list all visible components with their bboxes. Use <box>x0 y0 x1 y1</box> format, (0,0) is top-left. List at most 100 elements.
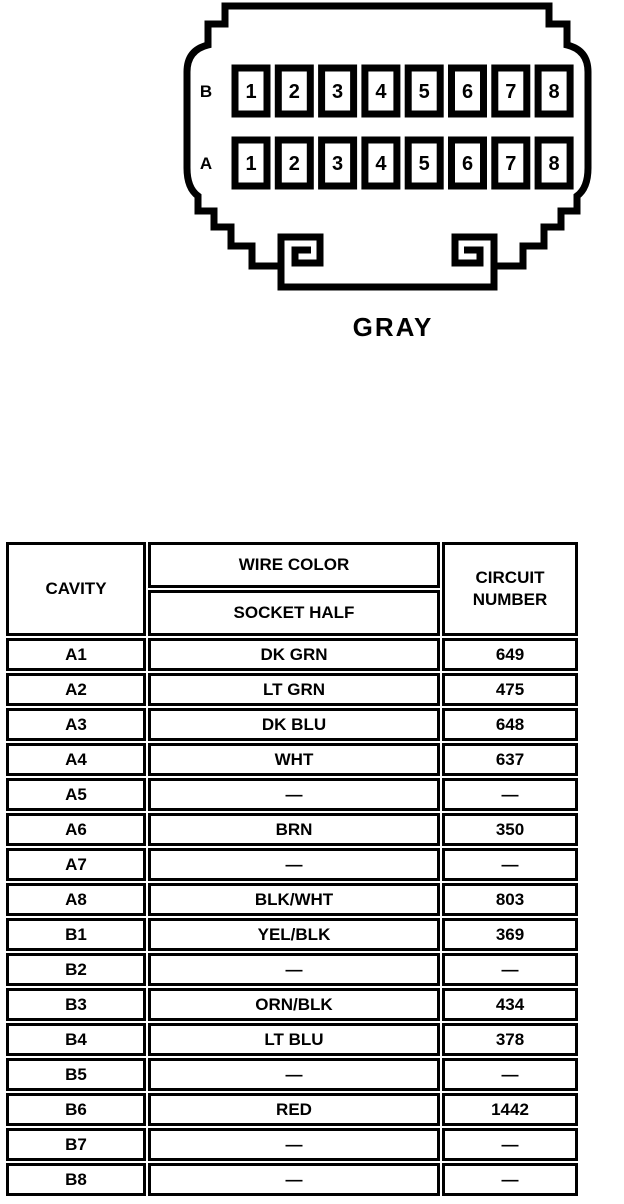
wire-color-cell: BRN <box>148 813 440 846</box>
pin-box <box>534 136 574 190</box>
circuit-number-cell: 378 <box>442 1023 578 1056</box>
pin-number: 2 <box>289 81 300 103</box>
circuit-number-cell: 369 <box>442 918 578 951</box>
table-row: A7— — <box>6 848 578 881</box>
wire-color-cell: WHT <box>148 743 440 776</box>
pin-row-label: A <box>200 154 212 173</box>
table-row: B3 ORN/BLK 434 <box>6 988 578 1021</box>
wire-color-cell: RED <box>148 1093 440 1126</box>
pin-box <box>318 136 358 190</box>
wire-color-cell: — <box>148 1163 440 1196</box>
table-row: B5— — <box>6 1058 578 1091</box>
table-row: B7— — <box>6 1128 578 1161</box>
pin-box <box>534 64 574 118</box>
pin-number: 6 <box>462 81 473 103</box>
pin-number: 7 <box>505 81 516 103</box>
table-row: B8— — <box>6 1163 578 1196</box>
circuit-number-cell: 350 <box>442 813 578 846</box>
wire-color-cell: LT GRN <box>148 673 440 706</box>
pin-box <box>231 136 271 190</box>
pin-number: 8 <box>549 153 560 175</box>
table-row: A5— — <box>6 778 578 811</box>
cavity-cell: B4 <box>6 1023 146 1056</box>
pin-box <box>491 64 531 118</box>
header-socket-half: SOCKET HALF <box>148 590 440 636</box>
pin-number: 4 <box>375 153 387 175</box>
connector-outline <box>183 2 592 291</box>
pin-box <box>361 64 401 118</box>
pin-number: 3 <box>332 81 343 103</box>
circuit-number-cell: 1442 <box>442 1093 578 1126</box>
pin-box <box>448 64 487 118</box>
pin-box <box>274 64 314 118</box>
pinout-table-body: A1 DK GRN 649 A2 LT GRN 475 A3 DK BLU 648 A4 WHT 63… <box>6 638 578 1196</box>
pin-box <box>404 64 444 118</box>
table-row: B2— — <box>6 953 578 986</box>
pin-box <box>231 64 271 118</box>
cavity-cell: A6 <box>6 813 146 846</box>
circuit-number-cell: — <box>442 778 578 811</box>
wire-color-cell: BLK/WHT <box>148 883 440 916</box>
wire-color-cell: — <box>148 953 440 986</box>
cavity-cell: A5 <box>6 778 146 811</box>
pin-grid: B 1 2 3 4 5 6 7 8 A 1 2 3 4 5 6 7 8 <box>200 64 574 190</box>
circuit-number-cell: 803 <box>442 883 578 916</box>
table-row: A8 BLK/WHT 803 <box>6 883 578 916</box>
cavity-cell: B3 <box>6 988 146 1021</box>
pinout-table: CAVITY WIRE COLOR CIRCUIT NUMBER SOCKET … <box>4 540 580 1198</box>
pin-box <box>448 136 487 190</box>
wire-color-cell: YEL/BLK <box>148 918 440 951</box>
circuit-number-cell: 648 <box>442 708 578 741</box>
circuit-number-cell: — <box>442 953 578 986</box>
table-row: B6 RED 1442 <box>6 1093 578 1126</box>
cavity-cell: A4 <box>6 743 146 776</box>
cavity-cell: A2 <box>6 673 146 706</box>
wire-color-cell: LT BLU <box>148 1023 440 1056</box>
table-row: A4 WHT 637 <box>6 743 578 776</box>
pin-number: 8 <box>549 81 560 103</box>
table-row: B4 LT BLU 378 <box>6 1023 578 1056</box>
pin-box <box>404 136 444 190</box>
wire-color-cell: ORN/BLK <box>148 988 440 1021</box>
wire-color-cell: — <box>148 1128 440 1161</box>
table-row: A1 DK GRN 649 <box>6 638 578 671</box>
pin-box <box>274 136 314 190</box>
pin-number: 5 <box>419 153 430 175</box>
wire-color-cell: — <box>148 1058 440 1091</box>
circuit-number-cell: — <box>442 848 578 881</box>
header-circuit-number: CIRCUIT NUMBER <box>442 542 578 636</box>
pin-box <box>491 136 531 190</box>
circuit-number-cell: — <box>442 1058 578 1091</box>
cavity-cell: B8 <box>6 1163 146 1196</box>
table-row: B1 YEL/BLK 369 <box>6 918 578 951</box>
header-wire-color: WIRE COLOR <box>148 542 440 588</box>
pin-number: 1 <box>245 81 256 103</box>
wire-color-cell: — <box>148 778 440 811</box>
connector-latch-right-icon <box>451 233 498 267</box>
cavity-cell: B1 <box>6 918 146 951</box>
circuit-number-cell: 475 <box>442 673 578 706</box>
header-cavity: CAVITY <box>6 542 146 636</box>
pin-number: 1 <box>245 153 256 175</box>
cavity-cell: B7 <box>6 1128 146 1161</box>
cavity-cell: A1 <box>6 638 146 671</box>
pin-number: 2 <box>289 153 300 175</box>
cavity-cell: A3 <box>6 708 146 741</box>
wire-color-cell: DK BLU <box>148 708 440 741</box>
cavity-cell: A8 <box>6 883 146 916</box>
pin-number: 7 <box>505 153 516 175</box>
table-row: A2 LT GRN 475 <box>6 673 578 706</box>
pin-number: 5 <box>419 81 430 103</box>
circuit-number-cell: — <box>442 1163 578 1196</box>
connector-color-label: GRAY <box>353 312 434 342</box>
pinout-table-header: CAVITY WIRE COLOR CIRCUIT NUMBER SOCKET … <box>6 542 578 636</box>
wire-color-cell: DK GRN <box>148 638 440 671</box>
circuit-number-cell: 434 <box>442 988 578 1021</box>
cavity-cell: B2 <box>6 953 146 986</box>
circuit-number-cell: 649 <box>442 638 578 671</box>
pin-row-label: B <box>200 82 212 101</box>
pin-box <box>361 136 401 190</box>
pin-number: 3 <box>332 153 343 175</box>
cavity-cell: A7 <box>6 848 146 881</box>
